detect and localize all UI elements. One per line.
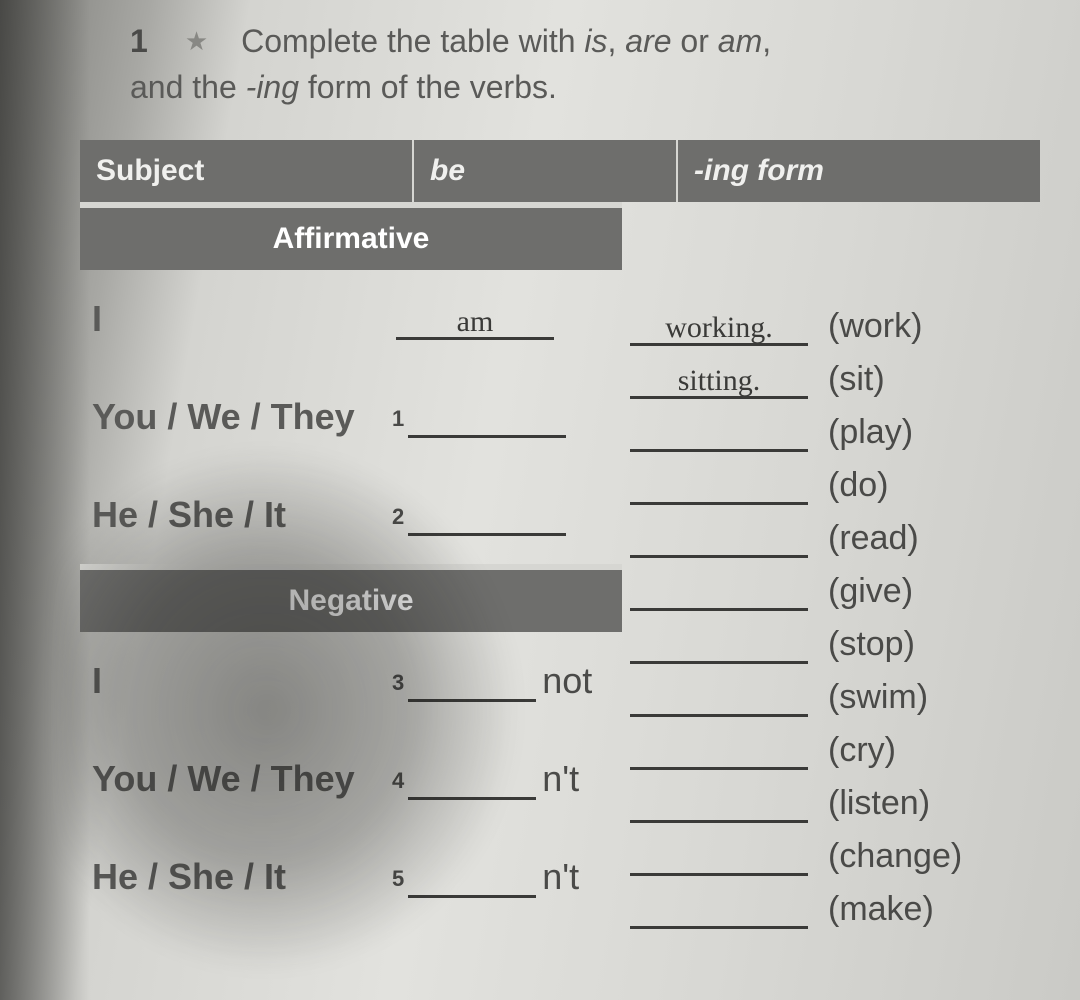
col-header-ing: -ing form xyxy=(676,140,1040,202)
be-cell: 2 xyxy=(392,501,622,536)
ing-row: (stop) xyxy=(626,618,1040,671)
base-verb: (do) xyxy=(808,466,888,505)
blank-input[interactable] xyxy=(408,403,566,438)
be-cell: 3 not xyxy=(392,660,622,702)
exercise-instruction: 1 ★ Complete the table with is, are or a… xyxy=(130,18,1040,111)
base-verb: (stop) xyxy=(808,625,915,664)
subject-cell: I xyxy=(80,298,392,340)
aff-row-i: I am xyxy=(80,270,626,368)
page-curl-shadow xyxy=(0,0,90,1000)
base-verb: (play) xyxy=(808,413,913,452)
ing-row: (swim) xyxy=(626,671,1040,724)
base-verb: (cry) xyxy=(808,731,896,770)
base-verb: (work) xyxy=(808,307,922,346)
subject-be-column: I am You / We / They 1 xyxy=(80,270,626,936)
conjugation-table: Subject be -ing form Affirmative I am xyxy=(80,140,1040,936)
ing-blank[interactable] xyxy=(630,417,808,452)
blank-input[interactable] xyxy=(408,667,536,702)
ing-row: (cry) xyxy=(626,724,1040,777)
base-verb: (listen) xyxy=(808,784,930,823)
ing-row: (do) xyxy=(626,459,1040,512)
ing-form-column: working.(work) sitting.(sit) (play) (do)… xyxy=(626,270,1040,936)
be-cell: 5 n't xyxy=(392,856,622,898)
negative-label: Negative xyxy=(80,564,622,632)
base-verb: (read) xyxy=(808,519,919,558)
ing-row: working.(work) xyxy=(626,300,1040,353)
be-cell: 4 n't xyxy=(392,758,622,800)
neg-row-he-she-it: He / She / It 5 n't xyxy=(80,828,626,926)
ing-blank[interactable] xyxy=(630,576,808,611)
base-verb: (change) xyxy=(808,837,962,876)
ing-row: (play) xyxy=(626,406,1040,459)
affirmative-band: Affirmative xyxy=(80,202,1040,270)
blank-input[interactable] xyxy=(408,765,536,800)
ing-blank[interactable] xyxy=(630,894,808,929)
blank-input[interactable] xyxy=(408,501,566,536)
neg-row-you-we-they: You / We / They 4 n't xyxy=(80,730,626,828)
worksheet-page: 1 ★ Complete the table with is, are or a… xyxy=(0,0,1080,1000)
ing-blank[interactable] xyxy=(630,629,808,664)
aff-row-he-she-it: He / She / It 2 xyxy=(80,466,626,564)
base-verb: (make) xyxy=(808,890,934,929)
neg-row-i: I 3 not xyxy=(80,632,626,730)
affirmative-label: Affirmative xyxy=(80,202,622,270)
ing-blank[interactable] xyxy=(630,682,808,717)
ing-blank[interactable] xyxy=(630,788,808,823)
ing-blank[interactable] xyxy=(630,841,808,876)
table-body: I am You / We / They 1 xyxy=(80,270,1040,936)
ing-blank[interactable]: working. xyxy=(630,311,808,346)
col-header-subject: Subject xyxy=(80,140,412,202)
col-header-be: be xyxy=(412,140,676,202)
base-verb: (swim) xyxy=(808,678,928,717)
base-verb: (give) xyxy=(808,572,913,611)
ing-row: (change) xyxy=(626,830,1040,883)
ing-row: (listen) xyxy=(626,777,1040,830)
ing-blank[interactable] xyxy=(630,470,808,505)
ing-row: (give) xyxy=(626,565,1040,618)
subject-cell: He / She / It xyxy=(80,856,392,898)
ing-row: (read) xyxy=(626,512,1040,565)
ing-row: (make) xyxy=(626,883,1040,936)
negative-band: Negative xyxy=(80,564,626,632)
star-icon: ★ xyxy=(179,23,232,61)
exercise-number: 1 xyxy=(130,18,170,64)
table-header-row: Subject be -ing form xyxy=(80,140,1040,202)
ing-row: sitting.(sit) xyxy=(626,353,1040,406)
be-cell: 1 xyxy=(392,403,622,438)
be-cell: am xyxy=(392,305,622,340)
subject-cell: I xyxy=(80,660,392,702)
ing-blank[interactable] xyxy=(630,523,808,558)
subject-cell: You / We / They xyxy=(80,758,392,800)
base-verb: (sit) xyxy=(808,360,885,399)
aff-row-you-we-they: You / We / They 1 xyxy=(80,368,626,466)
subject-cell: He / She / It xyxy=(80,494,392,536)
ing-blank[interactable] xyxy=(630,735,808,770)
subject-cell: You / We / They xyxy=(80,396,392,438)
blank-input[interactable]: am xyxy=(396,305,554,340)
blank-input[interactable] xyxy=(408,863,536,898)
ing-blank[interactable]: sitting. xyxy=(630,364,808,399)
